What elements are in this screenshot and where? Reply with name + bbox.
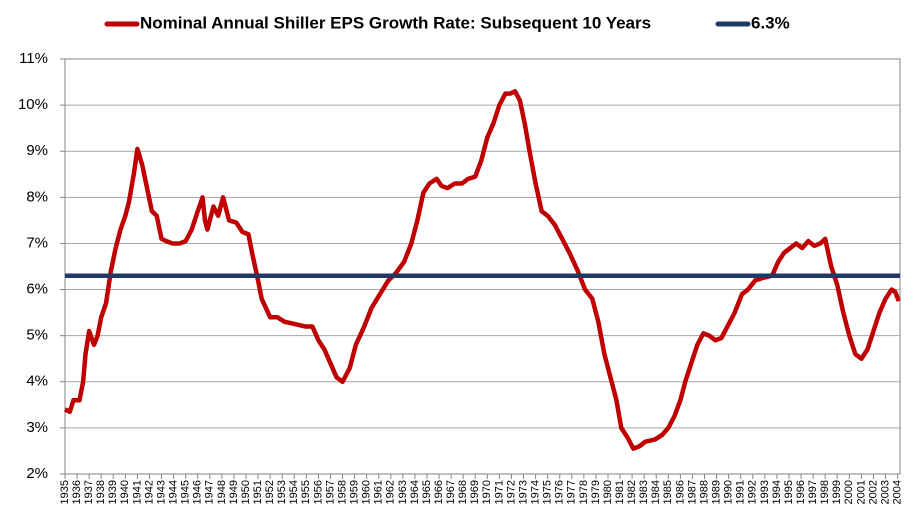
x-tick-label: 1945: [180, 480, 192, 504]
legend-label: Nominal Annual Shiller EPS Growth Rate: …: [140, 13, 651, 32]
x-tick-label: 1979: [590, 480, 602, 504]
x-tick-label: 1944: [168, 480, 180, 504]
y-tick-label: 11%: [19, 50, 48, 67]
x-tick-label: 1998: [819, 480, 831, 504]
x-tick-label: 1991: [735, 480, 747, 504]
x-tick-label: 1997: [807, 480, 819, 504]
x-tick-label: 1969: [469, 480, 481, 504]
x-tick-label: 2000: [843, 480, 855, 504]
x-tick-label: 1953: [276, 480, 288, 504]
x-tick-label: 2001: [855, 480, 867, 504]
x-tick-label: 1963: [397, 480, 409, 504]
x-tick-label: 1973: [517, 480, 529, 504]
x-tick-label: 1961: [373, 480, 385, 504]
x-tick-label: 1935: [59, 480, 71, 504]
plot-frame: [64, 58, 901, 475]
x-tick-label: 1959: [349, 480, 361, 504]
x-tick-label: 1955: [300, 480, 312, 504]
x-tick-label: 1943: [155, 480, 167, 504]
x-tick-label: 1982: [626, 480, 638, 504]
y-tick-label: 10%: [18, 96, 48, 113]
x-tick-label: 1970: [481, 480, 493, 504]
x-tick-label: 1971: [493, 480, 505, 504]
x-tick-label: 1976: [554, 480, 566, 504]
x-tick-label: 1966: [433, 480, 445, 504]
x-tick-label: 1946: [192, 480, 204, 504]
x-tick-label: 1977: [566, 480, 578, 504]
x-tick-label: 1941: [131, 480, 143, 504]
x-tick-label: 1981: [614, 480, 626, 504]
x-tick-label: 1978: [578, 480, 590, 504]
y-tick-label: 5%: [26, 327, 48, 344]
x-tick-label: 1975: [542, 480, 554, 504]
x-tick-label: 1968: [457, 480, 469, 504]
x-tick-label: 1972: [505, 480, 517, 504]
y-tick-label: 4%: [26, 373, 48, 390]
legend-label: 6.3%: [751, 13, 790, 32]
x-tick-label: 2004: [891, 480, 903, 504]
x-tick-label: 1962: [385, 480, 397, 504]
x-tick-label: 1999: [831, 480, 843, 504]
data-line: [64, 89, 901, 451]
x-tick-label: 1983: [638, 480, 650, 504]
x-tick-label: 1938: [95, 480, 107, 504]
x-tick-label: 1950: [240, 480, 252, 504]
x-tick-label: 1996: [795, 480, 807, 504]
x-tick-label: 1974: [529, 480, 541, 504]
x-tick-label: 1940: [119, 480, 131, 504]
x-tick-label: 1958: [336, 480, 348, 504]
x-tick-label: 1980: [602, 480, 614, 504]
x-tick-label: 1964: [409, 480, 421, 504]
x-tick-label: 1993: [759, 480, 771, 504]
x-tick-label: 1956: [312, 480, 324, 504]
x-tick-label: 1948: [216, 480, 228, 504]
y-tick-label: 6%: [26, 281, 48, 298]
x-tick-label: 1992: [747, 480, 759, 504]
x-tick-label: 2003: [879, 480, 891, 504]
x-tick-label: 1967: [445, 480, 457, 504]
x-tick-label: 1947: [204, 480, 216, 504]
x-tick-label: 2002: [867, 480, 879, 504]
x-tick-label: 1965: [421, 480, 433, 504]
x-tick-label: 1952: [264, 480, 276, 504]
x-tick-label: 1984: [650, 480, 662, 504]
x-tick-label: 1960: [361, 480, 373, 504]
y-tick-label: 8%: [26, 188, 48, 205]
x-tick-label: 1954: [288, 480, 300, 504]
x-tick-label: 1949: [228, 480, 240, 504]
x-tick-label: 1988: [698, 480, 710, 504]
x-tick-label: 1995: [783, 480, 795, 504]
y-tick-label: 2%: [26, 465, 48, 482]
x-tick-label: 1985: [662, 480, 674, 504]
y-tick-label: 3%: [26, 419, 48, 436]
x-tick-label: 1937: [83, 480, 95, 504]
x-tick-label: 1994: [771, 480, 783, 504]
y-tick-label: 9%: [26, 142, 48, 159]
x-tick-label: 1951: [252, 480, 264, 504]
x-tick-label: 1987: [686, 480, 698, 504]
y-tick-label: 7%: [26, 234, 48, 251]
x-tick-label: 1957: [324, 480, 336, 504]
x-tick-label: 1942: [143, 480, 155, 504]
x-tick-label: 1939: [107, 480, 119, 504]
x-tick-label: 1989: [710, 480, 722, 504]
x-tick-label: 1990: [723, 480, 735, 504]
x-tick-label: 1936: [71, 480, 83, 504]
x-tick-label: 1986: [674, 480, 686, 504]
